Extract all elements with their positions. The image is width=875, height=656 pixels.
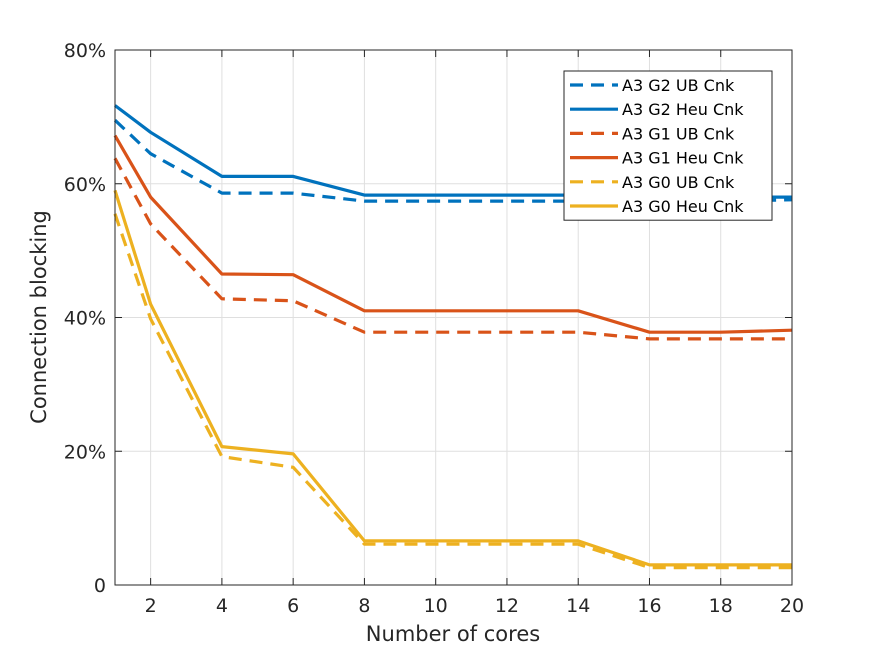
legend-label: A3 G0 Heu Cnk bbox=[622, 197, 744, 216]
y-axis-label: Connection blocking bbox=[27, 210, 51, 424]
x-tick-label: 12 bbox=[495, 595, 519, 617]
x-tick-label: 4 bbox=[216, 595, 228, 617]
x-tick-label: 16 bbox=[637, 595, 661, 617]
legend-label: A3 G0 UB Cnk bbox=[622, 173, 735, 192]
series-line-a3-g0-ub-cnk bbox=[113, 213, 792, 570]
x-tick-label: 2 bbox=[145, 595, 157, 617]
x-tick-label: 8 bbox=[358, 595, 370, 617]
x-tick-label: 10 bbox=[424, 595, 448, 617]
series-line-a3-g1-heu-cnk bbox=[113, 134, 793, 334]
series-layer bbox=[113, 104, 793, 570]
y-tick-label: 40% bbox=[64, 308, 106, 330]
y-tick-label: 60% bbox=[64, 174, 106, 196]
series-line-a3-g0-heu-cnk bbox=[113, 189, 792, 567]
y-tick-label: 80% bbox=[64, 40, 106, 62]
legend-label: A3 G2 UB Cnk bbox=[622, 76, 735, 95]
x-tick-label: 14 bbox=[566, 595, 590, 617]
legend-label: A3 G1 UB Cnk bbox=[622, 124, 735, 143]
legend-label: A3 G2 Heu Cnk bbox=[622, 100, 744, 119]
series-line-a3-g2-ub-cnk bbox=[113, 119, 793, 203]
x-tick-label: 20 bbox=[780, 595, 804, 617]
x-axis-label: Number of cores bbox=[366, 622, 540, 646]
tick-layer: 2 4 6 8 10 12 14 16 18 20 0 20% 40% 60% 80% bbox=[64, 40, 804, 617]
y-tick-label: 20% bbox=[64, 441, 106, 463]
legend: A3 G2 UB Cnk A3 G2 Heu Cnk A3 G1 UB Cnk A3 … bbox=[563, 70, 773, 221]
y-tick-label: 0 bbox=[94, 575, 106, 597]
legend-box bbox=[563, 70, 773, 221]
x-tick-label: 6 bbox=[287, 595, 299, 617]
series-line-a3-g1-ub-cnk bbox=[113, 157, 792, 341]
x-tick-label: 18 bbox=[709, 595, 733, 617]
legend-label: A3 G1 Heu Cnk bbox=[622, 149, 744, 168]
